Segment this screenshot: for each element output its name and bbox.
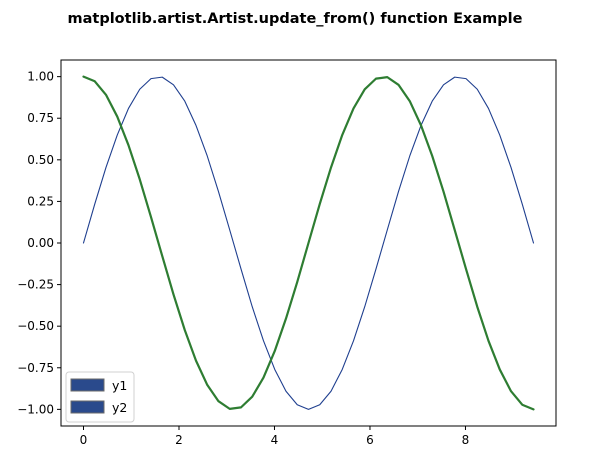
legend-swatch-y2 bbox=[70, 400, 105, 414]
y-tick-label: −1.00 bbox=[17, 402, 54, 416]
y-tick-label: 1.00 bbox=[27, 70, 54, 84]
series-line-y1 bbox=[82, 76, 535, 410]
chart-title: matplotlib.artist.Artist.update_from() f… bbox=[68, 11, 523, 27]
y-tick-label: 0.25 bbox=[27, 194, 54, 208]
series-line-y2 bbox=[82, 75, 535, 411]
x-axis: 0 2 4 6 8 bbox=[80, 426, 470, 447]
x-tick-label: 2 bbox=[175, 433, 183, 447]
x-tick-label: 4 bbox=[271, 433, 279, 447]
y-tick-label: −0.50 bbox=[17, 319, 54, 333]
y-axis: −1.00 −0.75 −0.50 −0.25 0.00 0.25 0.50 0.75 1.00 bbox=[17, 70, 61, 416]
x-tick-label: 6 bbox=[366, 433, 374, 447]
series-layer bbox=[82, 75, 535, 411]
x-tick-label: 8 bbox=[462, 433, 470, 447]
plot-area bbox=[60, 59, 557, 427]
y-tick-label: 0.00 bbox=[27, 236, 54, 250]
x-tick-label: 0 bbox=[80, 433, 88, 447]
legend-label-y2: y2 bbox=[112, 400, 127, 415]
y-tick-label: −0.25 bbox=[17, 278, 54, 292]
legend-swatch-y1 bbox=[70, 378, 105, 392]
y-tick-label: −0.75 bbox=[17, 361, 54, 375]
y-tick-label: 0.75 bbox=[27, 111, 54, 125]
legend-label-y1: y1 bbox=[112, 378, 127, 393]
y-tick-label: 0.50 bbox=[27, 153, 54, 167]
